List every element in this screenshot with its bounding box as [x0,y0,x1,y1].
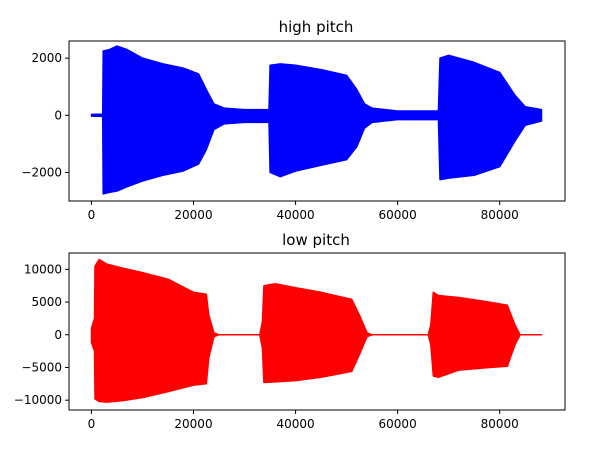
y-tick-label: −2000 [21,165,62,179]
series-layer [90,258,543,403]
x-tick-label: 20000 [174,417,212,431]
y-tick-label: 0 [54,108,62,122]
chart-title: low pitch [282,231,350,249]
x-ticks: 0 20000 40000 60000 80000 [88,201,519,222]
y-tick-label: 2000 [31,51,62,65]
low-pitch-chart: low pitch 0 20000 40000 60000 80000 −10000 −5… [14,231,566,431]
axes-frame [68,252,566,411]
y-ticks: −10000 −5000 0 5000 10000 [14,262,69,407]
x-tick-label: 20000 [174,208,212,222]
y-tick-label: −5000 [21,360,62,374]
series-waveform [90,45,543,195]
series-layer [90,45,543,195]
x-tick-label: 40000 [276,208,314,222]
y-tick-label: 5000 [31,295,62,309]
high-pitch-chart: high pitch 0 20000 40000 60000 80000 −2000 0 2… [21,18,566,222]
y-tick-label: 10000 [24,262,62,276]
axes-frame [68,40,566,202]
x-tick-label: 0 [88,417,96,431]
x-tick-label: 60000 [379,208,417,222]
y-ticks: −2000 0 2000 [21,51,69,179]
y-tick-label: 0 [54,328,62,342]
series-waveform [90,258,543,403]
y-tick-label: −10000 [14,393,62,407]
x-ticks: 0 20000 40000 60000 80000 [88,410,519,431]
x-tick-label: 80000 [481,208,519,222]
x-tick-label: 60000 [379,417,417,431]
x-tick-label: 40000 [276,417,314,431]
chart-title: high pitch [279,18,354,36]
x-tick-label: 0 [88,208,96,222]
x-tick-label: 80000 [481,417,519,431]
